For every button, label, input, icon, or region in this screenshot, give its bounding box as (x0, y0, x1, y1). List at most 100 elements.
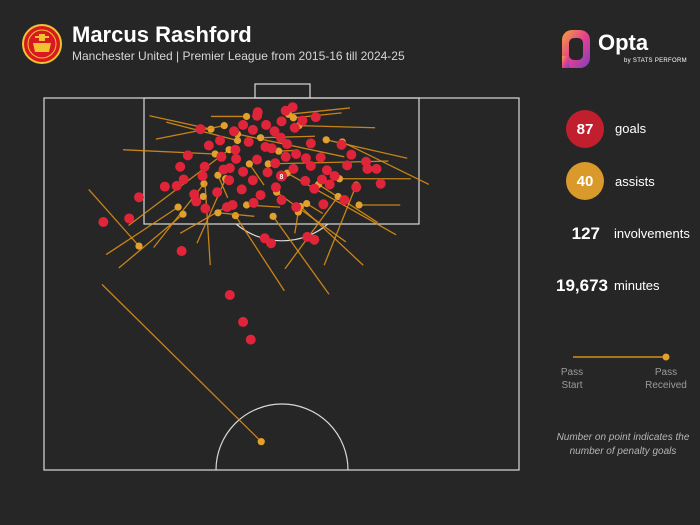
assist-received-point-15 (355, 201, 363, 209)
goal-point-21 (182, 150, 193, 161)
goal-point-11 (247, 124, 258, 135)
goal-point-45 (317, 174, 328, 185)
penalty-note: Number on point indicates the number of … (556, 432, 690, 457)
goal-point-18 (291, 148, 302, 159)
assist-received-point-36 (303, 199, 311, 208)
legend-pass-start: Pass Start (560, 367, 584, 391)
goal-point-72 (252, 107, 263, 118)
assist-pass-line-22 (272, 215, 330, 295)
goal-point-12 (269, 126, 280, 137)
goal-point-7 (297, 115, 308, 126)
legend-pass-received: Pass Received (645, 367, 687, 391)
assist-pass-line-26 (105, 206, 179, 256)
goal-point-71 (255, 190, 266, 201)
page-subtitle: Manchester United | Premier League from … (72, 49, 405, 63)
goal-point-35 (288, 163, 299, 174)
opta-mark-icon (562, 30, 590, 68)
goal-point-6 (276, 116, 287, 127)
goal-point-22 (216, 151, 227, 162)
goal-point-4 (238, 119, 249, 130)
goal-point-60 (276, 195, 287, 206)
goal-point-62 (339, 195, 350, 206)
assist-received-point-37 (220, 122, 228, 130)
goals-value: 87 (576, 120, 594, 138)
goal-point-74 (224, 163, 235, 174)
assist-pass-line-9 (298, 124, 376, 129)
goal-point-24 (252, 154, 263, 165)
goal-point-85 (245, 334, 256, 345)
goal-point-67 (275, 132, 286, 143)
goal-point-46 (329, 170, 340, 181)
minutes-value: 19,673 (556, 276, 608, 295)
assist-received-point-17 (322, 136, 330, 144)
goals-badge: 87 (566, 110, 604, 148)
goal-point-63 (200, 203, 211, 214)
goal-point-38 (362, 163, 373, 174)
assist-received-point-2 (257, 438, 265, 446)
penalty-goal-count: 8 (280, 174, 284, 181)
assist-pass-line-23 (234, 215, 285, 292)
goal-point-55 (375, 178, 386, 189)
assist-received-point-22 (269, 212, 277, 220)
assist-received-point-40 (214, 209, 222, 217)
assist-received-point-11 (264, 160, 272, 168)
assist-received-point-1 (135, 242, 143, 250)
assist-received-point-29 (245, 160, 253, 168)
opta-byline: by STATS PERFORM (624, 58, 687, 64)
goal-point-17 (266, 143, 277, 154)
goal-point-66 (215, 135, 226, 146)
goal-point-10 (229, 126, 239, 137)
goal-point-48 (171, 180, 182, 191)
involvements-label: involvements (614, 226, 690, 241)
goal (254, 83, 311, 99)
goal-point-23 (231, 153, 242, 164)
assist-pass-line-40 (217, 212, 255, 217)
goal-point-79 (309, 234, 320, 245)
goal-point-31 (199, 161, 210, 172)
goal-layer: 8 (98, 102, 386, 345)
minutes-label: minutes (614, 278, 660, 293)
goal-point-15 (243, 136, 254, 147)
assist-pass-line-2 (101, 283, 262, 443)
goal-point-56 (134, 192, 144, 203)
legend-received-dot (662, 353, 670, 361)
assist-pass-line-19 (299, 205, 364, 266)
assist-pass-line-27 (118, 213, 184, 269)
goals-label: goals (615, 121, 647, 136)
goal-point-34 (262, 167, 273, 178)
goal-point-20 (336, 139, 347, 150)
goal-point-64 (222, 202, 233, 213)
involvements-value: 127 (571, 224, 600, 243)
goal-point-61 (318, 199, 329, 210)
goal-point-44 (300, 175, 311, 186)
goal-point-82 (98, 217, 109, 227)
goal-point-37 (342, 160, 353, 171)
goal-point-3 (287, 102, 298, 113)
assist-received-point-25 (200, 180, 208, 188)
assists-badge: 40 (566, 162, 604, 200)
assist-pass-line-8 (288, 107, 351, 115)
goal-point-76 (124, 213, 135, 224)
goal-point-47 (159, 181, 170, 192)
goal-point-41 (197, 170, 208, 181)
pitch-outline (43, 97, 520, 471)
goal-point-84 (238, 316, 249, 327)
assists-value: 40 (576, 172, 594, 190)
goal-point-43 (247, 175, 258, 186)
assist-received-point-6 (242, 112, 251, 121)
assist-pass-line-21 (284, 196, 339, 270)
goal-point-26 (300, 153, 311, 164)
goal-point-75 (305, 161, 316, 172)
assist-received-point-38 (275, 147, 283, 155)
goal-point-51 (236, 184, 247, 195)
goal-point-80 (266, 238, 277, 249)
goal-point-25 (280, 151, 291, 162)
goal-point-59 (248, 197, 259, 208)
goal-point-73 (282, 139, 293, 150)
goal-point-5 (261, 119, 272, 130)
penalty-goal-point (276, 170, 287, 182)
goal-point-27 (315, 152, 326, 163)
goal-point-30 (175, 161, 186, 172)
page-title: Marcus Rashford (72, 22, 252, 47)
manchester-united-crest-icon (22, 24, 62, 64)
